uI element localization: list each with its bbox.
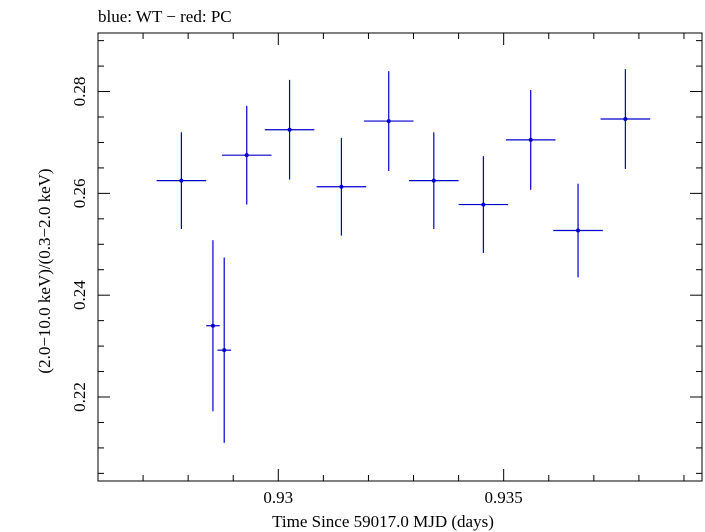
- point-marker: [210, 323, 215, 328]
- point-marker: [576, 228, 581, 233]
- data-point: [458, 156, 509, 253]
- data-point: [217, 257, 231, 443]
- y-tick-label: 0.22: [70, 382, 89, 412]
- data-point: [553, 183, 603, 278]
- plot-frame: [97, 32, 703, 482]
- data-point: [206, 240, 220, 412]
- ticks: [97, 33, 702, 481]
- point-marker: [481, 202, 486, 207]
- x-tick-label: 0.935: [485, 488, 523, 507]
- data-point: [600, 69, 651, 169]
- point-marker: [528, 137, 533, 142]
- point-marker: [179, 178, 184, 183]
- point-marker: [339, 184, 344, 189]
- point-marker: [623, 117, 628, 122]
- tick-labels: 0.93 0.935 0.22 0.24 0.26 0.28: [70, 77, 523, 507]
- x-tick-label: 0.93: [263, 488, 293, 507]
- x-axis-label: Time Since 59017.0 MJD (days): [272, 512, 494, 531]
- point-marker: [244, 153, 249, 158]
- data-point: [221, 105, 272, 205]
- y-tick-label: 0.24: [70, 280, 89, 310]
- data-point: [264, 79, 315, 180]
- point-marker: [386, 119, 391, 124]
- data-point: [363, 71, 414, 171]
- data-point: [409, 132, 459, 229]
- point-marker: [222, 348, 227, 353]
- data-point: [505, 90, 556, 190]
- data-point: [156, 132, 207, 229]
- point-marker: [287, 127, 292, 132]
- data-points: [156, 69, 651, 443]
- point-marker: [431, 178, 436, 183]
- chart-title: blue: WT − red: PC: [98, 7, 232, 26]
- y-tick-label: 0.28: [70, 77, 89, 107]
- data-point: [316, 137, 367, 236]
- y-axis-label: (2.0−10.0 keV)/(0.3−2.0 keV): [35, 168, 54, 373]
- y-tick-label: 0.26: [70, 178, 89, 208]
